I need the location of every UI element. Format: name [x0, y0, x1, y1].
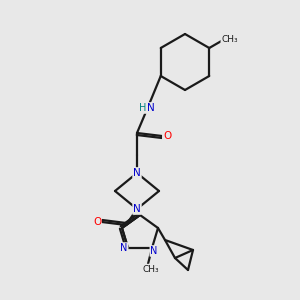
Text: H: H	[139, 103, 147, 113]
Text: O: O	[163, 131, 171, 141]
Text: N: N	[150, 246, 158, 256]
Text: CH₃: CH₃	[143, 265, 159, 274]
Text: N: N	[133, 168, 141, 178]
Text: N: N	[133, 204, 141, 214]
Text: CH₃: CH₃	[221, 34, 238, 43]
Text: N: N	[147, 103, 155, 113]
Text: O: O	[93, 217, 101, 227]
Text: N: N	[120, 243, 128, 253]
